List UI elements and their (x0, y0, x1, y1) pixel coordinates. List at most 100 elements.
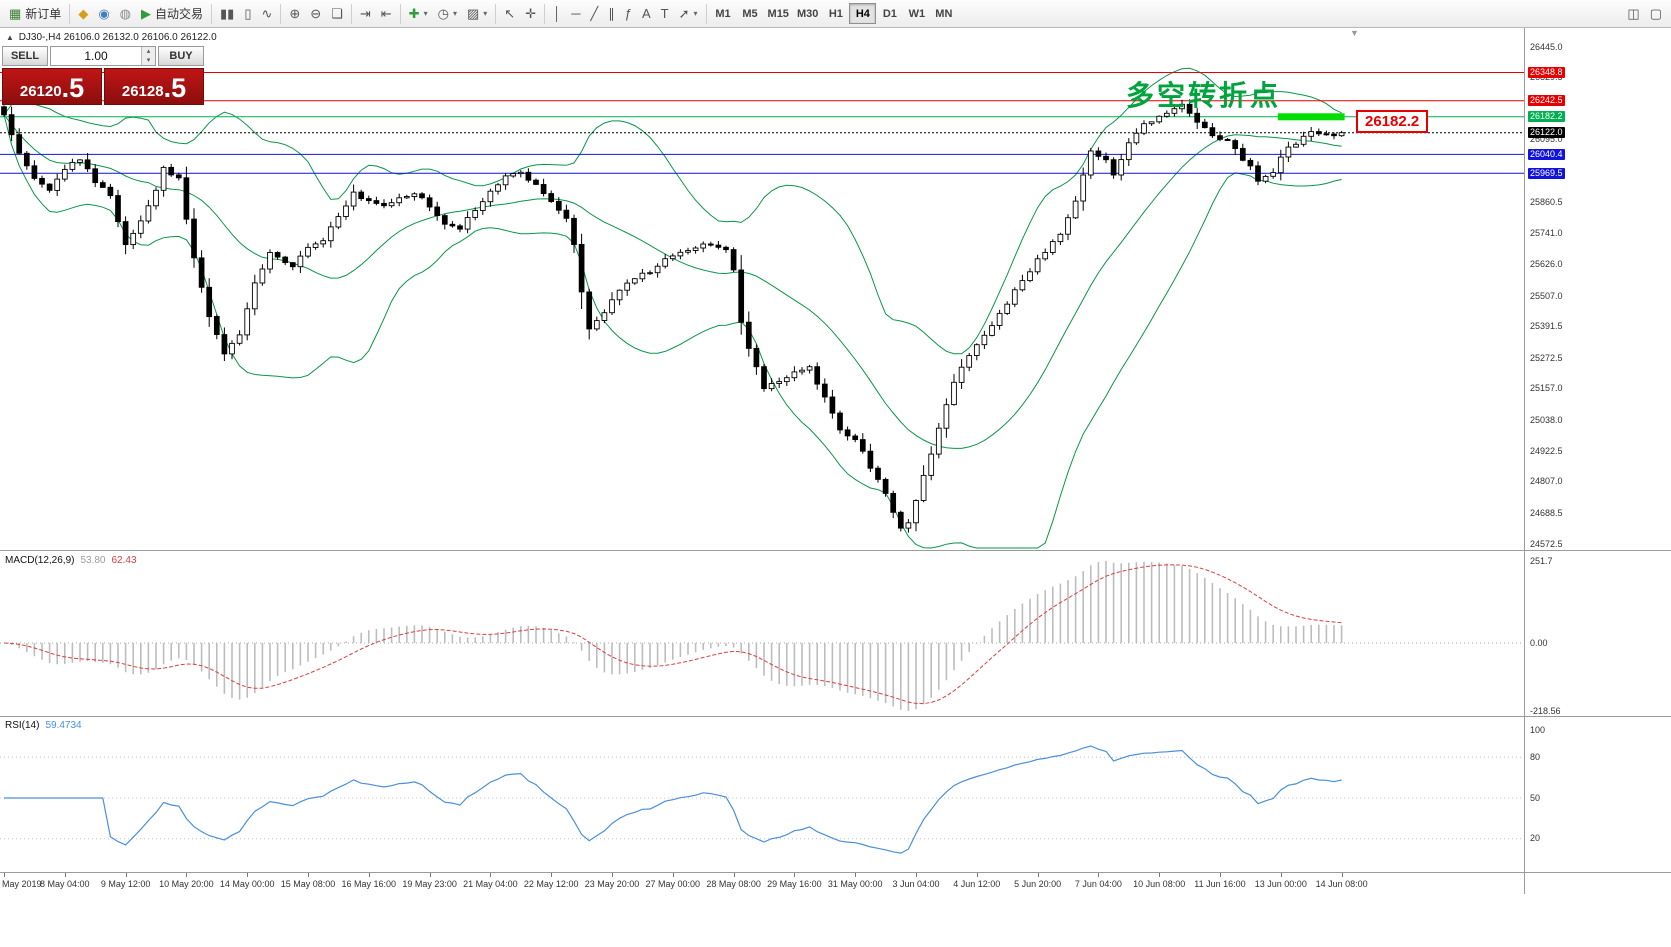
zoom-in-button[interactable]: ⊕ (284, 2, 305, 25)
line-chart-button[interactable]: ∿ (256, 2, 277, 25)
price-level-label: 26242.5 (1528, 95, 1565, 107)
time-tick (1220, 873, 1221, 877)
macd-main-value: 53.80 (80, 555, 106, 566)
timeframe-m15[interactable]: M15 (767, 7, 789, 20)
auto-trading-button[interactable]: ▶ 自动交易 (136, 2, 208, 25)
macd-canvas (0, 553, 1524, 715)
price-axis[interactable]: 26445.026329.526095.025860.525741.025626… (1524, 28, 1671, 894)
buy-price-button[interactable]: 26128.5 (104, 68, 204, 105)
fullscreen-button[interactable]: ▢ (1645, 2, 1667, 25)
dropdown-caret-icon: ▾ (452, 9, 457, 18)
toolbar-separator (211, 3, 213, 24)
time-tick (247, 873, 249, 877)
bollinger-middle-band (3, 114, 1342, 449)
horizontal-line-button[interactable]: ─ (566, 2, 585, 25)
timeframe-d1[interactable]: D1 (882, 7, 897, 20)
cursor-button[interactable]: ↖ (499, 2, 520, 25)
timeframe-w1[interactable]: W1 (908, 7, 926, 20)
new-order-button-label: 新订单 (25, 7, 62, 21)
text-button[interactable]: A (637, 2, 656, 25)
macd-signal-line (3, 564, 1342, 705)
time-tick (916, 873, 917, 877)
volume-up-button[interactable]: ▴ (142, 47, 155, 56)
time-tick (4, 873, 5, 877)
data-window-button[interactable]: ◫ (1622, 2, 1644, 25)
add-indicator-button[interactable]: ✚ ▾ (404, 2, 433, 25)
time-axis[interactable]: May 2019 8 May 04:00 9 May 12:00 10 May 20:… (0, 872, 1671, 896)
dropdown-caret-icon: ▾ (483, 9, 488, 18)
highlight-line-segment[interactable] (1277, 113, 1345, 121)
toolbar-separator (280, 3, 282, 24)
channel-button[interactable]: ∥ (603, 2, 620, 25)
price-tick-label: 25038.0 (1530, 414, 1563, 425)
rsi-canvas (0, 718, 1524, 872)
templates-button[interactable]: ▨ ▾ (462, 2, 492, 25)
cursor-icon: ↖ (504, 6, 516, 21)
timeframe-h1[interactable]: H1 (828, 7, 843, 20)
price-callout[interactable]: 26182.2 (1356, 110, 1429, 133)
bar-chart-button[interactable]: ▮▮ (215, 2, 239, 25)
time-label: 5 Jun 20:00 (1014, 879, 1062, 889)
toolbar-separator (705, 3, 707, 24)
line-chart-icon: ∿ (261, 6, 273, 21)
timeframe-m30[interactable]: M30 (796, 7, 819, 20)
trendline-button[interactable]: ╱ (585, 2, 603, 25)
timeframe-h4[interactable]: H4 (849, 3, 877, 24)
price-chart-canvas[interactable] (0, 28, 1524, 550)
macd-indicator-panel[interactable]: MACD(12,26,9) 53.80 62.43 (0, 553, 1524, 715)
horizontal-line-icon: ─ (571, 6, 581, 21)
signals-button[interactable]: ◉ (93, 2, 114, 25)
chart-shift-button[interactable]: ⇤ (376, 2, 397, 25)
sell-button[interactable]: SELL (2, 46, 48, 66)
new-order-button[interactable]: ▦ 新订单 (4, 2, 66, 25)
vps-icon: ◍ (119, 6, 131, 21)
signals-icon: ◉ (98, 6, 110, 21)
crosshair-button[interactable]: ✛ (520, 2, 541, 25)
volume-stepper[interactable]: ▴ ▾ (50, 46, 156, 66)
rsi-line (4, 745, 1342, 854)
rsi-indicator-panel[interactable]: RSI(14) 59.4734 (0, 718, 1524, 872)
volume-input[interactable] (51, 47, 141, 65)
time-tick (733, 873, 735, 877)
price-tick-label: 25157.0 (1530, 383, 1563, 394)
chart-shift-marker-icon[interactable]: ▼ (1350, 28, 1359, 38)
label-button[interactable]: T (656, 2, 674, 25)
volume-down-button[interactable]: ▾ (142, 56, 155, 65)
fibonacci-button[interactable]: ƒ (620, 2, 637, 25)
time-label: 3 Jun 04:00 (892, 879, 940, 889)
time-tick (429, 873, 431, 877)
auto-scroll-button[interactable]: ⇥ (355, 2, 376, 25)
panel-splitter[interactable] (0, 716, 1671, 717)
vps-button[interactable]: ◍ (115, 2, 136, 25)
candlestick-chart-button[interactable]: ▯ (239, 2, 256, 25)
candlestick-chart-icon: ▯ (244, 6, 252, 21)
arrows-button[interactable]: ➚ ▾ (674, 2, 703, 25)
chart-shift-icon: ⇤ (380, 6, 392, 21)
tile-windows-icon: ❏ (331, 6, 343, 21)
price-tick-label: 24688.5 (1530, 507, 1563, 518)
tile-windows-button[interactable]: ❏ (326, 2, 348, 25)
sell-price-button[interactable]: 26120.5 (2, 68, 102, 105)
time-label: 29 May 16:00 (767, 879, 822, 889)
time-label: 31 May 00:00 (827, 879, 883, 889)
buy-button[interactable]: BUY (158, 46, 204, 66)
time-tick (794, 873, 796, 877)
price-tick-label: 25272.5 (1530, 352, 1563, 363)
vertical-line-button[interactable]: │ (548, 2, 566, 25)
panel-splitter[interactable] (0, 550, 1671, 551)
periods-button[interactable]: ◷ ▾ (433, 2, 462, 25)
market-button[interactable]: ◆ (73, 2, 93, 25)
time-tick (1280, 873, 1282, 877)
main-chart-svg[interactable] (0, 28, 1524, 550)
timeframe-m1[interactable]: M1 (715, 7, 731, 20)
price-chart-panel[interactable]: ▲ DJ30-,H4 26106.0 26132.0 26106.0 26122… (0, 28, 1524, 550)
label-icon: T (660, 6, 669, 21)
rsi-label: RSI(14) 59.4734 (5, 720, 82, 731)
bar-chart-icon: ▮▮ (220, 6, 235, 21)
macd-title: MACD(12,26,9) (5, 555, 75, 566)
timeframe-m5[interactable]: M5 (742, 7, 758, 20)
price-tick-label: 25507.0 (1530, 290, 1563, 301)
timeframe-mn[interactable]: MN (935, 7, 953, 20)
zoom-out-button[interactable]: ⊖ (305, 2, 326, 25)
